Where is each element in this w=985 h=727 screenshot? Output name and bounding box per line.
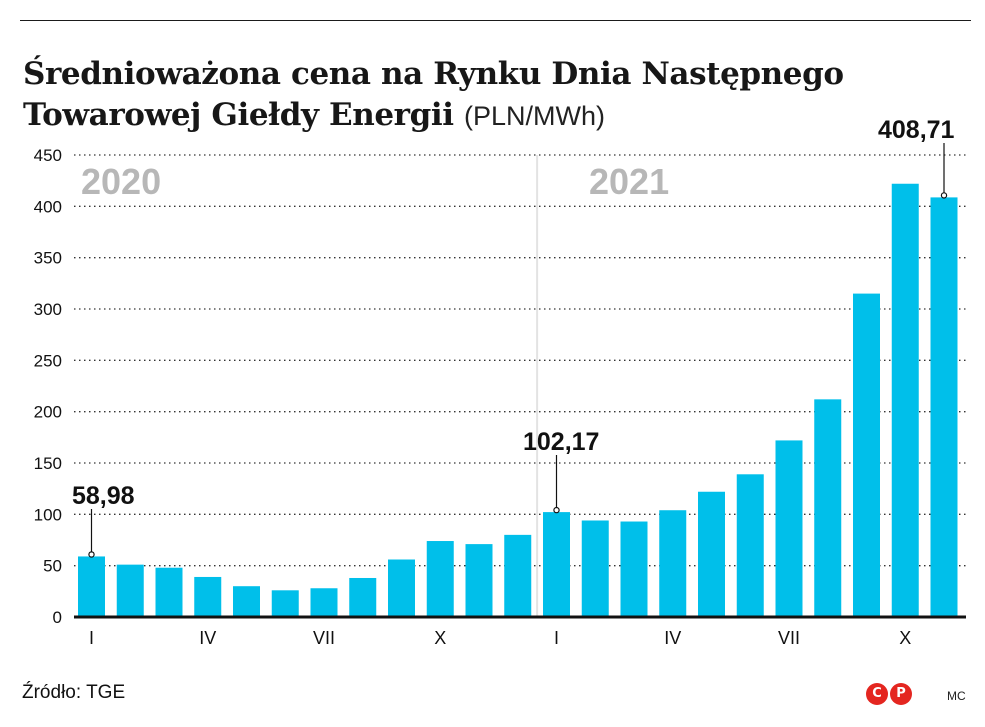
annotation-dot [553,506,560,514]
x-tick-label: IV [664,628,681,648]
data-label: 408,71 [878,116,955,144]
bar [891,183,919,617]
x-tick-label: I [89,628,94,648]
bar [194,576,222,617]
bar [465,544,493,617]
bar [543,512,570,617]
bar [233,586,260,617]
y-tick-label: 400 [34,197,62,216]
x-tick-label: X [899,628,911,648]
bar [116,564,144,617]
bar [581,520,609,617]
chart-unit: (PLN/MWh) [464,101,606,131]
chart-title-line-2: Towarowej Giełdy Energii [23,97,454,133]
year-label: 2020 [81,161,161,202]
author-initials: MC [947,689,966,703]
y-tick-label: 200 [34,403,62,422]
publisher-p-logo-icon: P [890,683,912,705]
publisher-c-logo-icon: C [866,683,888,705]
data-label: 102,17 [523,428,599,456]
bar [659,510,687,617]
bar [736,474,764,617]
y-tick-label: 350 [34,249,62,268]
top-rule [20,20,971,21]
y-tick-label: 300 [34,300,62,319]
x-tick-label: IV [199,628,216,648]
bar [814,399,842,617]
x-tick-label: VII [778,628,800,648]
bar [853,293,880,617]
bar [388,559,415,617]
y-tick-label: 0 [53,608,62,627]
y-tick-label: 50 [43,557,62,576]
bar [698,491,725,617]
x-tick-label: I [554,628,559,648]
bar [504,534,532,617]
y-tick-label: 250 [34,351,62,370]
y-tick-label: 450 [34,146,62,165]
bar [271,590,299,617]
bar [930,197,958,618]
bar [349,577,377,617]
chart-title-line-1: Średnioważona cena na Rynku Dnia Następn… [23,56,844,92]
bar [426,541,454,617]
data-label: 58,98 [72,482,135,510]
bar [78,556,105,617]
bar [155,567,183,617]
bar [620,521,648,617]
chart-title: Średnioważona cena na Rynku Dnia Następn… [23,54,953,137]
annotation-dot [88,551,95,558]
bar [775,440,803,617]
y-tick-label: 100 [34,505,62,524]
annotation-dot [940,192,948,199]
bar [310,588,338,617]
x-tick-label: VII [313,628,335,648]
year-label: 2021 [589,161,669,202]
y-tick-label: 150 [34,454,62,473]
x-tick-label: X [434,628,446,648]
source-note: Źródło: TGE [22,682,126,703]
